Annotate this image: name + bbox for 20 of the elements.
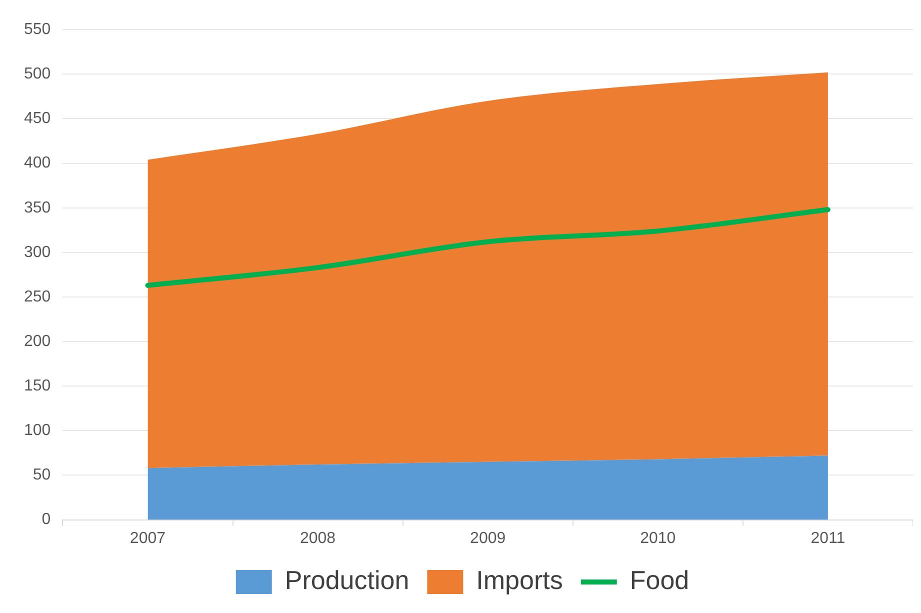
- x-tick-label: 2008: [300, 530, 336, 547]
- y-tick-label: 500: [24, 66, 51, 83]
- legend-label: Food: [630, 565, 690, 596]
- legend-label: Imports: [476, 565, 563, 596]
- y-tick-label: 300: [24, 244, 51, 261]
- y-tick-label: 450: [24, 110, 51, 128]
- y-tick-label: 250: [24, 288, 51, 306]
- y-tick-label: 150: [24, 378, 51, 395]
- x-tick-label: 2010: [640, 530, 676, 547]
- y-tick-label: 200: [24, 332, 51, 350]
- x-tick-label: 2009: [470, 530, 506, 547]
- x-tick-label: 2007: [130, 530, 166, 547]
- y-tick-label: 50: [32, 466, 51, 484]
- y-tick-label: 0: [42, 511, 51, 528]
- y-tick-label: 100: [24, 422, 51, 440]
- y-tick-label: 350: [24, 199, 51, 216]
- y-tick-label: 550: [24, 21, 51, 38]
- y-tick-label: 400: [24, 154, 51, 172]
- x-tick-label: 2011: [810, 530, 846, 547]
- legend-label: Production: [284, 565, 410, 596]
